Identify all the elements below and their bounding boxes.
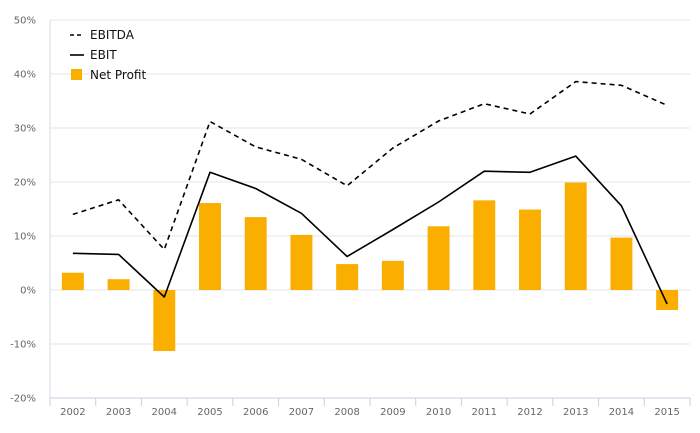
axes: 50% 40% 30% 20% 10% 0% -10% -20% 2002 2003 2004 200… — [10, 16, 691, 418]
y-tick-label: 50% — [14, 16, 36, 27]
line-series — [72, 80, 668, 305]
net-profit-bar — [336, 264, 359, 290]
net-profit-bar — [610, 237, 633, 290]
y-tick-label: 30% — [14, 124, 36, 135]
net-profit-bar — [199, 203, 221, 290]
x-tick-label: 2002 — [60, 407, 85, 418]
net-profit-bar — [153, 290, 176, 352]
x-tick-label: 2012 — [517, 407, 542, 418]
legend: EBITDA EBIT Net Profit — [70, 28, 146, 82]
legend-net-profit-label: Net Profit — [90, 68, 146, 82]
net-profit-bar — [107, 279, 130, 290]
net-profit-bars — [61, 182, 679, 352]
net-profit-bar — [473, 200, 496, 290]
y-tick-label: -20% — [10, 394, 36, 405]
ebitda-line — [72, 80, 668, 251]
legend-ebitda-label: EBITDA — [90, 28, 135, 42]
ebit-line — [72, 155, 668, 305]
legend-net-profit-swatch — [71, 69, 82, 80]
x-tick-label: 2010 — [426, 407, 451, 418]
y-tick-label: 10% — [14, 232, 36, 243]
x-tick-label: 2013 — [563, 407, 588, 418]
legend-ebit-label: EBIT — [90, 48, 117, 62]
x-tick-label: 2003 — [106, 407, 131, 418]
net-profit-bar — [519, 209, 541, 290]
x-tick-label: 2006 — [243, 407, 268, 418]
net-profit-bar — [244, 217, 267, 290]
y-tick-label: -10% — [10, 340, 36, 351]
x-tick-label: 2005 — [197, 407, 222, 418]
x-tick-label: 2015 — [654, 407, 679, 418]
net-profit-bar — [61, 272, 84, 290]
x-tick-label: 2009 — [380, 407, 405, 418]
y-tick-label: 40% — [14, 70, 36, 81]
y-tick-label: 20% — [14, 178, 36, 189]
x-tick-label: 2011 — [472, 407, 497, 418]
net-profit-bar — [290, 234, 313, 290]
net-profit-bar — [427, 226, 450, 290]
x-tick-label: 2014 — [609, 407, 634, 418]
net-profit-bar — [564, 182, 587, 290]
x-tick-label: 2008 — [334, 407, 359, 418]
net-profit-bar — [381, 260, 404, 290]
net-profit-bar — [656, 290, 679, 310]
x-tick-label: 2007 — [289, 407, 314, 418]
y-tick-label: 0% — [20, 286, 36, 297]
x-tick-label: 2004 — [152, 407, 177, 418]
